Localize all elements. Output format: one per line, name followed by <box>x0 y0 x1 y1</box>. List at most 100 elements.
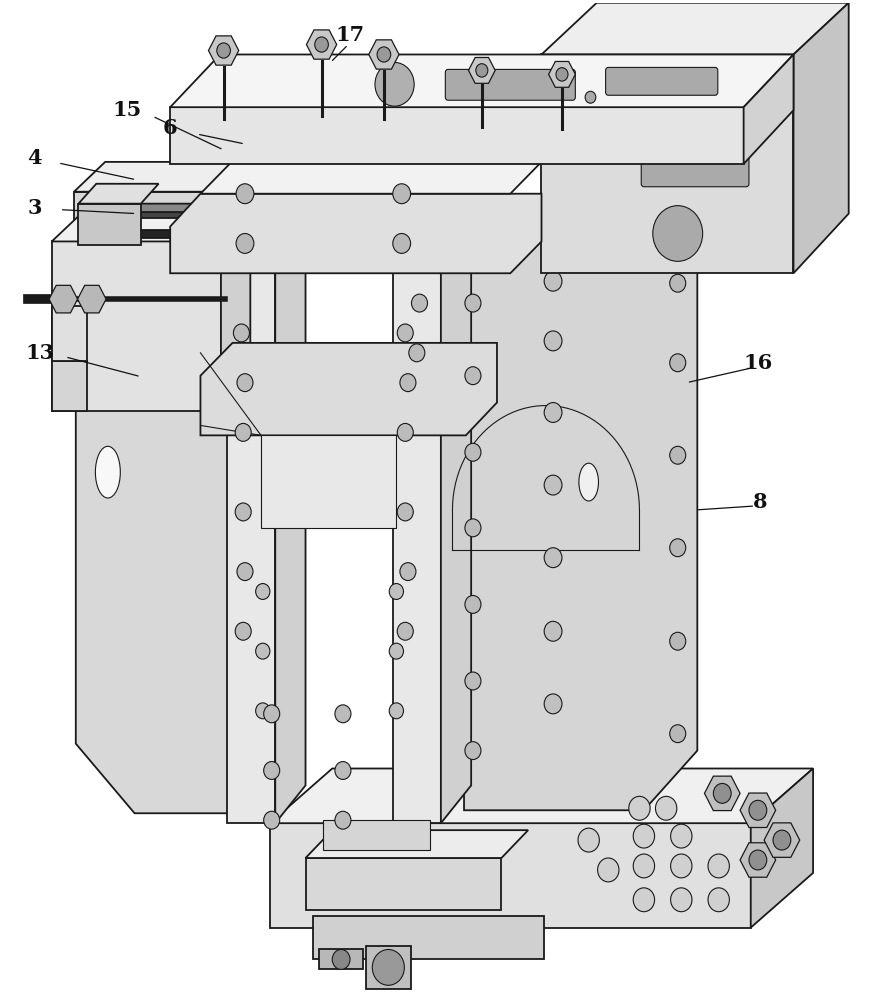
Circle shape <box>749 800 767 820</box>
Polygon shape <box>52 214 250 241</box>
Circle shape <box>409 237 425 255</box>
Polygon shape <box>541 3 849 54</box>
Circle shape <box>544 475 562 495</box>
Circle shape <box>389 584 403 599</box>
Text: 17: 17 <box>335 25 365 45</box>
Polygon shape <box>79 204 141 245</box>
Polygon shape <box>323 820 430 850</box>
Circle shape <box>255 584 270 599</box>
Polygon shape <box>109 230 491 238</box>
Polygon shape <box>52 241 221 410</box>
Circle shape <box>465 294 481 312</box>
Circle shape <box>653 206 702 261</box>
Circle shape <box>236 184 254 204</box>
Circle shape <box>544 621 562 641</box>
Circle shape <box>332 949 350 969</box>
Polygon shape <box>170 194 541 273</box>
Text: 15: 15 <box>113 100 142 120</box>
Polygon shape <box>275 209 306 823</box>
Circle shape <box>235 503 251 521</box>
Polygon shape <box>744 54 794 164</box>
Circle shape <box>263 705 280 723</box>
Polygon shape <box>261 435 396 528</box>
Polygon shape <box>221 214 250 410</box>
Polygon shape <box>49 285 78 313</box>
Text: 13: 13 <box>26 343 55 363</box>
Circle shape <box>411 294 427 312</box>
Polygon shape <box>170 54 794 107</box>
Circle shape <box>476 64 487 77</box>
Polygon shape <box>228 246 275 823</box>
Circle shape <box>708 888 729 912</box>
Circle shape <box>465 595 481 613</box>
Circle shape <box>669 274 685 292</box>
Circle shape <box>237 374 253 392</box>
Circle shape <box>263 811 280 829</box>
Ellipse shape <box>579 463 599 501</box>
Polygon shape <box>109 212 491 218</box>
Circle shape <box>670 824 692 848</box>
Circle shape <box>397 324 413 342</box>
Polygon shape <box>306 858 502 910</box>
Circle shape <box>392 184 410 204</box>
Circle shape <box>400 563 416 581</box>
Circle shape <box>585 91 596 103</box>
Circle shape <box>544 548 562 568</box>
Circle shape <box>314 37 328 52</box>
Text: 16: 16 <box>744 353 772 373</box>
Circle shape <box>235 622 251 640</box>
Circle shape <box>377 47 391 62</box>
Polygon shape <box>313 916 544 959</box>
Circle shape <box>375 62 414 106</box>
Polygon shape <box>306 30 337 59</box>
Circle shape <box>397 423 413 441</box>
Circle shape <box>465 367 481 385</box>
Circle shape <box>255 643 270 659</box>
Polygon shape <box>464 217 697 810</box>
Polygon shape <box>74 162 301 192</box>
Circle shape <box>544 403 562 422</box>
Polygon shape <box>441 209 471 823</box>
Polygon shape <box>270 823 751 928</box>
Polygon shape <box>392 209 471 246</box>
Circle shape <box>633 854 655 878</box>
Polygon shape <box>369 40 399 69</box>
Polygon shape <box>306 830 528 858</box>
Circle shape <box>544 271 562 291</box>
FancyBboxPatch shape <box>642 105 749 137</box>
Circle shape <box>237 563 253 581</box>
Polygon shape <box>78 285 106 313</box>
Circle shape <box>465 742 481 760</box>
Polygon shape <box>751 768 813 928</box>
Circle shape <box>633 888 655 912</box>
Polygon shape <box>170 107 744 164</box>
Circle shape <box>708 854 729 878</box>
Circle shape <box>335 762 351 779</box>
Polygon shape <box>764 823 800 857</box>
Circle shape <box>749 850 767 870</box>
Polygon shape <box>209 36 238 65</box>
Circle shape <box>669 632 685 650</box>
Circle shape <box>335 705 351 723</box>
Polygon shape <box>79 184 159 204</box>
Circle shape <box>670 888 692 912</box>
Circle shape <box>392 233 410 253</box>
Circle shape <box>233 324 249 342</box>
Circle shape <box>465 519 481 537</box>
Polygon shape <box>74 192 270 246</box>
Polygon shape <box>366 946 410 989</box>
Circle shape <box>465 443 481 461</box>
Text: 3: 3 <box>28 198 42 218</box>
Circle shape <box>633 824 655 848</box>
Circle shape <box>389 643 403 659</box>
Polygon shape <box>794 3 849 273</box>
Circle shape <box>397 622 413 640</box>
Circle shape <box>373 949 404 985</box>
Text: 8: 8 <box>753 492 767 512</box>
Circle shape <box>669 539 685 557</box>
Circle shape <box>389 703 403 719</box>
Polygon shape <box>201 343 497 435</box>
Circle shape <box>217 43 230 58</box>
Text: 4: 4 <box>28 148 42 168</box>
Polygon shape <box>270 768 813 823</box>
